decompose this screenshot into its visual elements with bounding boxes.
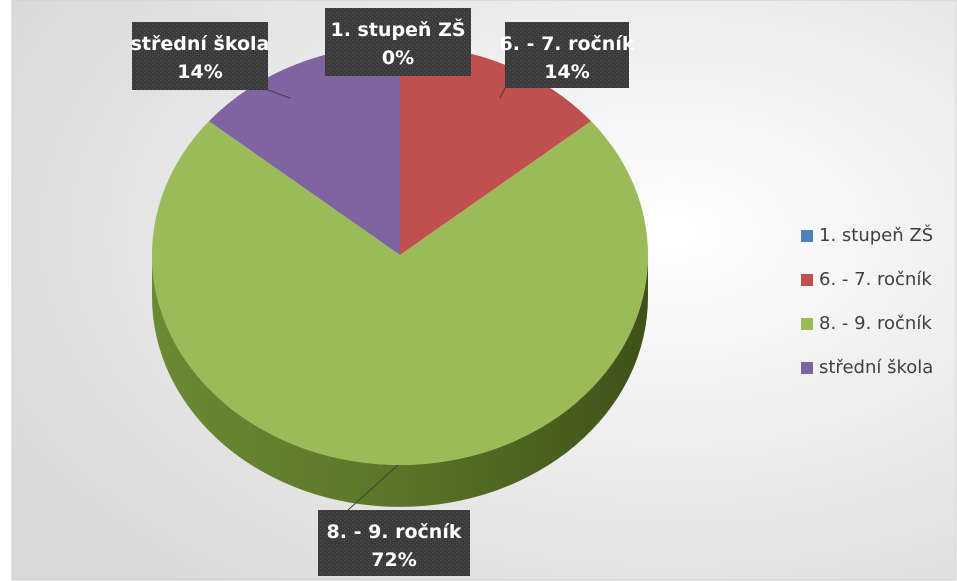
label-category: 6. - 7. ročník: [500, 33, 635, 55]
leader-line: [267, 89, 291, 99]
pie-slice: [208, 45, 400, 255]
label-category: střední škola: [131, 33, 270, 55]
data-labels: 1. stupeň ZŠ 0% 6. - 7. ročník 14% 8. - 9. r…: [131, 8, 635, 576]
label-value: 72%: [371, 549, 416, 571]
label-value: 0%: [382, 47, 414, 69]
legend: 1. stupeň ZŠ 6. - 7. ročník 8. - 9. ročník…: [801, 224, 933, 378]
legend-swatch: [801, 274, 813, 286]
pie: [151, 45, 648, 507]
label-box: [505, 22, 629, 88]
pie-slice: [151, 121, 648, 465]
leader-line: [499, 87, 506, 99]
label-box: [318, 510, 470, 576]
label-value: 14%: [544, 61, 589, 83]
legend-label: 8. - 9. ročník: [819, 313, 932, 334]
label-category: 1. stupeň ZŠ: [330, 17, 465, 41]
label-box: [325, 8, 471, 76]
legend-swatch: [801, 230, 813, 242]
pie-side: [152, 255, 648, 507]
legend-label: střední škola: [819, 357, 933, 378]
leader-line: [347, 464, 399, 511]
legend-label: 1. stupeň ZŠ: [819, 224, 933, 246]
label-box: [132, 22, 268, 90]
pie-slice: [400, 45, 592, 255]
label-value: 14%: [177, 61, 222, 83]
legend-label: 6. - 7. ročník: [819, 269, 932, 290]
label-category: 8. - 9. ročník: [327, 521, 462, 543]
legend-swatch: [801, 362, 813, 374]
legend-swatch: [801, 318, 813, 330]
